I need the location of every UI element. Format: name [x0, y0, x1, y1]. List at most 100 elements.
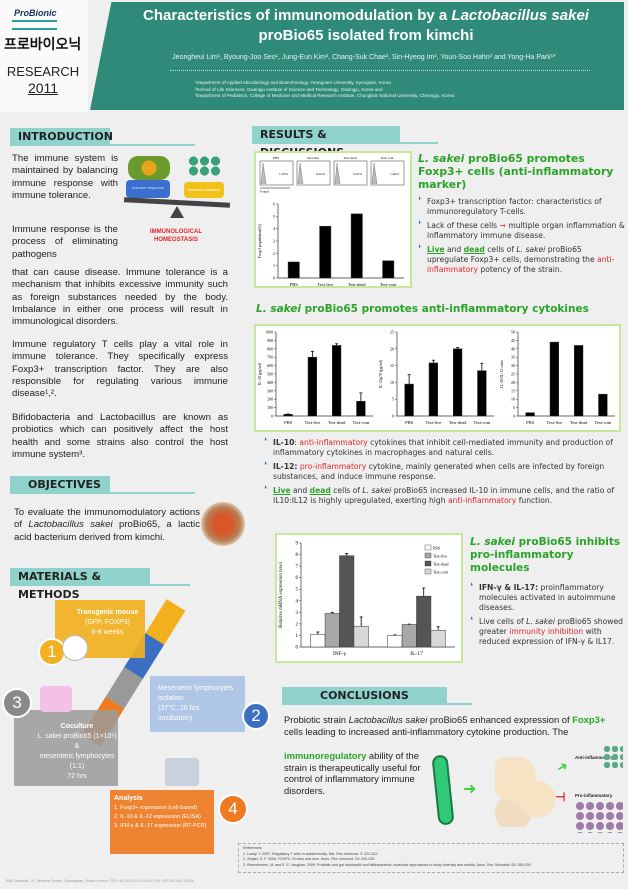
- step-2-title: Mesenteric lymphocytes isolation: [158, 685, 234, 702]
- step-4-detail: 3. IFN-γ & IL-17 expression (RT-PCR): [114, 823, 207, 829]
- reference-item: 2. Ziegler, S. F. 2006. FOXP3: Of mice a…: [243, 857, 376, 861]
- legend-swatch: [424, 552, 432, 559]
- logo-mark-icon: [12, 20, 57, 30]
- y-tick-label: 5: [392, 397, 394, 402]
- conclusions-text-cont: immunoregulatory ability of the strain i…: [284, 750, 421, 796]
- y-tick-label: 20: [511, 380, 515, 385]
- bullet: IL-12: pro-inflammatory cytokine, mainly…: [264, 461, 622, 482]
- y-tick-label: 45: [511, 338, 515, 343]
- poster-title: Characteristics of immunomodulation by a…: [143, 7, 589, 44]
- cytokine-cluster-icon: [603, 745, 623, 769]
- step-4-number: 4: [218, 794, 248, 824]
- references-box: References: 1. Lowry, Y. 2007. Regulator…: [238, 843, 624, 873]
- bullet: Live and dead cells of L. sakei proBio65…: [418, 244, 625, 275]
- legend-label: Test-dead: [433, 562, 449, 567]
- bullet: IFN-γ & IL-17: proinflammatory molecules…: [470, 582, 625, 613]
- anti-inflammatory-label: Anti-inflammatory: [575, 755, 614, 760]
- bar: [287, 261, 300, 279]
- y-axis-label: Foxp3 population(%): [257, 223, 262, 258]
- mouse-icon: [62, 635, 88, 661]
- y-tick-label: 4: [273, 226, 275, 231]
- legend-label: PBS: [433, 546, 440, 551]
- flow-panel-title: Test-dead: [343, 156, 357, 160]
- y-tick-label: 1000: [265, 330, 273, 335]
- y-tick-label: 30: [511, 363, 515, 368]
- y-tick-label: 40: [511, 346, 515, 351]
- y-tick-label: 0: [392, 414, 394, 419]
- pathogen-icon: [128, 156, 170, 180]
- intro-paragraph: The immune system is maintained by balan…: [12, 153, 118, 201]
- y-tick-label: 25: [390, 330, 394, 335]
- step-2-detail: (37°C, 20 hrs incubation): [158, 705, 200, 722]
- intro-paragraph: that can cause disease. Immune tolerance…: [12, 267, 228, 328]
- bar: [430, 629, 446, 648]
- intro-paragraph: Immune response is the process of elimin…: [12, 224, 118, 260]
- x-tick-label: PBS: [284, 420, 293, 425]
- introduction-heading: INTRODUCTION: [10, 128, 113, 146]
- bar: [387, 635, 403, 648]
- step-3-detail: 72 hrs: [67, 773, 87, 780]
- bullet: Live cells of L. sakei proBio65 showed g…: [470, 616, 625, 647]
- bar: [310, 634, 326, 648]
- divider: [10, 492, 195, 494]
- x-tick-label: Test-dead: [449, 420, 467, 425]
- legend-label: Test-live: [433, 554, 447, 559]
- x-tick-label: Test-live: [426, 420, 442, 425]
- step-1-number: 1: [38, 638, 66, 666]
- ratio-bar-chart: 0 5 10 15 20 25 30 35 40 45 50 IL-10/IL-12 ratio PBS…: [499, 330, 615, 425]
- y-tick-label: 9: [296, 542, 299, 547]
- foxp3-figure: PBS 1.33% Test-live 4.22% Test-dead 5.22% Test…: [254, 151, 412, 288]
- step-3-number: 3: [2, 688, 32, 718]
- logo-panel: ProBionic 프로바이오닉 RESEARCH 2011: [0, 0, 88, 112]
- culture-plate-icon: [40, 686, 72, 712]
- cytokines-heading: L. sakei proBio65 promotes anti-inflamma…: [256, 303, 589, 315]
- histogram-peak: [334, 162, 341, 185]
- x-tick-label: Test-dead: [328, 420, 346, 425]
- flow-panel-title: PBS: [273, 156, 279, 160]
- y-tick-label: 5: [296, 588, 299, 593]
- y-axis-label: Relative mRNA expression level: [279, 562, 284, 628]
- bar: [525, 412, 535, 417]
- y-tick-label: 0: [513, 414, 515, 419]
- flow-panel-title: Test-cont: [381, 156, 394, 160]
- affiliations: ¹Department of Applied Microbiology and …: [195, 80, 456, 98]
- bar: [453, 348, 463, 417]
- cell-icon: [188, 156, 222, 176]
- x-tick-label: Test-cont: [474, 420, 491, 425]
- y-tick-label: 300: [267, 388, 273, 393]
- homeostasis-caption: IMMUNOLOGICAL HOMEOSTASIS: [150, 229, 202, 243]
- fulcrum-icon: [170, 206, 184, 218]
- bar: [416, 595, 432, 648]
- conclusions-text: Probiotic strain Lactobacillus sakei pro…: [284, 714, 606, 737]
- up-arrow-icon: ➜: [553, 757, 571, 776]
- legend-swatch: [424, 544, 432, 551]
- bar: [356, 401, 366, 417]
- bar: [324, 613, 340, 648]
- x-tick-label: Test-dead: [570, 420, 588, 425]
- y-tick-label: 200: [267, 397, 273, 402]
- authors: Jeongheui Lim¹, Byoung-Joo Seo¹, Jung-Eu…: [172, 54, 556, 61]
- step-3-title: Coculture: [60, 723, 94, 730]
- divider: [10, 144, 195, 146]
- bar: [307, 356, 317, 417]
- y-tick-label: 6: [296, 576, 299, 581]
- bar: [283, 414, 293, 417]
- step-3-band: [14, 710, 118, 786]
- x-tick-label: Test-live: [317, 282, 333, 287]
- y-tick-label: 50: [511, 330, 515, 335]
- y-tick-label: 35: [511, 355, 515, 360]
- legend-swatch: [424, 568, 432, 575]
- y-tick-label: 10: [511, 397, 515, 402]
- bar: [404, 383, 414, 417]
- y-tick-label: 700: [267, 355, 273, 360]
- flow-cytometry-panels: PBS 1.33% Test-live 4.22% Test-dead 5.22% Test…: [259, 156, 405, 194]
- methods-pencil-diagram: Transgenic mouse (GFP, FOXP3) 6-8 weeks 1 …: [0, 590, 280, 860]
- y-tick-label: 1: [273, 263, 275, 268]
- y-tick-label: 15: [390, 363, 394, 368]
- mechanism-diagram: ➜ ➜ Anti-inflammatory ⊣ Pro-inflammatory: [425, 745, 625, 835]
- flow-axis-label: Foxp3: [260, 190, 269, 194]
- flow-percent: 1.33%: [279, 172, 288, 176]
- y-tick-label: 2: [273, 251, 275, 256]
- inhibition-heading: L. sakei proBio65 inhibits pro-inflammat…: [470, 536, 621, 574]
- t-cell-icon: [495, 757, 555, 827]
